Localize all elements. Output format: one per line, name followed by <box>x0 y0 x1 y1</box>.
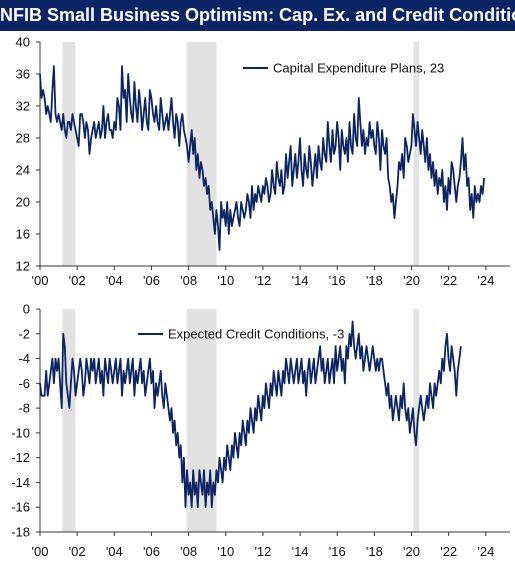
x-tick-label: '02 <box>69 273 86 288</box>
x-tick-label: '16 <box>329 273 346 288</box>
y-tick-label: -2 <box>18 326 30 341</box>
y-tick-label: -10 <box>11 425 30 440</box>
x-tick-label: '20 <box>403 544 420 559</box>
x-tick-label: '00 <box>32 544 49 559</box>
x-tick-label: '06 <box>143 273 160 288</box>
recession-band-1 <box>186 42 217 266</box>
y-tick-label: -18 <box>11 525 30 540</box>
series-line-capital-expenditure-plans <box>39 65 485 251</box>
x-tick-label: '18 <box>366 544 383 559</box>
x-tick-label: '14 <box>292 544 309 559</box>
x-tick-label: '00 <box>32 273 49 288</box>
y-tick-label: 40 <box>16 35 30 50</box>
legend-label: Capital Expenditure Plans, 23 <box>273 61 444 76</box>
recession-band-0 <box>62 42 76 266</box>
legend-label: Expected Credit Conditions, -3 <box>168 327 344 342</box>
x-tick-label: '08 <box>180 273 197 288</box>
y-tick-label: 12 <box>16 259 30 274</box>
recession-band-2 <box>413 42 419 266</box>
x-tick-label: '14 <box>292 273 309 288</box>
series-line-expected-credit-conditions <box>39 320 462 509</box>
y-tick-label: -8 <box>18 401 30 416</box>
y-tick-label: 32 <box>16 99 30 114</box>
chart-title: NFIB Small Business Optimism: Cap. Ex. a… <box>0 0 515 31</box>
y-tick-label: 36 <box>16 67 30 82</box>
x-tick-label: '12 <box>254 544 271 559</box>
x-tick-label: '24 <box>477 544 494 559</box>
y-tick-label: 16 <box>16 227 30 242</box>
y-tick-label: -6 <box>18 376 30 391</box>
credit-panel: -18 -16 -14 -12 -10 -8 -6 -4 -2 0 '00 '02 '04 '06 '08 '… <box>11 302 510 559</box>
y-tick-label: 28 <box>16 131 30 146</box>
x-tick-label: '20 <box>403 273 420 288</box>
x-tick-label: '22 <box>440 544 457 559</box>
x-tick-label: '08 <box>180 544 197 559</box>
y-tick-label: -16 <box>11 500 30 515</box>
x-tick-label: '06 <box>143 544 160 559</box>
y-tick-label: -4 <box>18 351 30 366</box>
x-tick-label: '02 <box>69 544 86 559</box>
y-tick-label: 24 <box>16 163 30 178</box>
x-tick-label: '24 <box>477 273 494 288</box>
y-tick-label: -12 <box>11 450 30 465</box>
x-tick-label: '12 <box>254 273 271 288</box>
x-tick-label: '16 <box>329 544 346 559</box>
x-tick-label: '04 <box>106 273 123 288</box>
x-tick-label: '18 <box>366 273 383 288</box>
x-tick-label: '04 <box>106 544 123 559</box>
y-tick-label: -14 <box>11 475 30 490</box>
capex-panel: 12 16 20 24 28 32 36 40 '00 '02 '04 '06 '08 '10 '12 '14… <box>16 35 510 288</box>
x-tick-label: '22 <box>440 273 457 288</box>
recession-band-2 <box>413 309 419 532</box>
x-tick-label: '10 <box>217 544 234 559</box>
y-tick-label: 20 <box>16 195 30 210</box>
x-tick-label: '10 <box>217 273 234 288</box>
y-tick-label: 0 <box>23 302 30 317</box>
